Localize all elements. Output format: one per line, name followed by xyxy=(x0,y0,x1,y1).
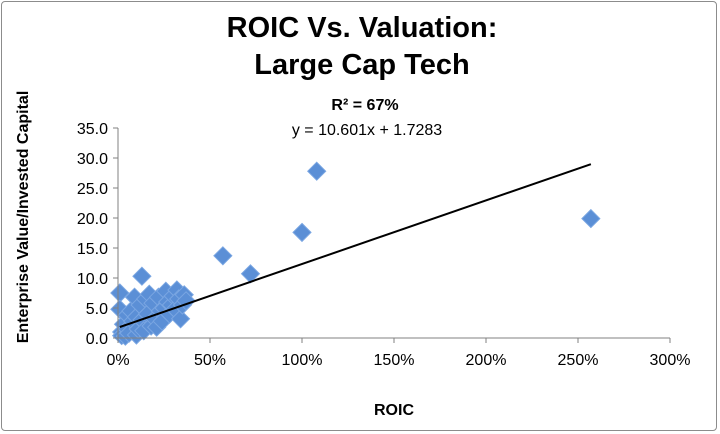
y-tick-label: 20.0 xyxy=(77,211,108,228)
axis-ticks: 0.0 5.0 10.0 15.0 20.0 25.0 30.0 35.0 0% 50% 100% 1… xyxy=(77,121,691,369)
y-tick-label: 25.0 xyxy=(77,181,108,198)
x-tick-label: 150% xyxy=(374,352,415,369)
chart-title-line-1: ROIC Vs. Valuation: xyxy=(227,12,498,44)
x-tick-label: 200% xyxy=(466,352,507,369)
y-tick-label: 30.0 xyxy=(77,151,108,168)
y-tick-label: 5.0 xyxy=(86,301,108,318)
chart-title-line-2: Large Cap Tech xyxy=(254,49,469,81)
trendline xyxy=(119,163,592,328)
data-point xyxy=(170,309,191,329)
y-tick-label: 0.0 xyxy=(86,331,108,348)
y-tick-label: 15.0 xyxy=(77,241,108,258)
trendline-equation: y = 10.601x + 1.7283 xyxy=(292,122,442,139)
y-tick-label: 35.0 xyxy=(77,121,108,138)
x-tick-label: 50% xyxy=(194,352,226,369)
x-axis-label: ROIC xyxy=(374,402,414,419)
data-point xyxy=(292,222,312,243)
x-tick-label: 100% xyxy=(282,352,323,369)
y-axis-label: Enterprise Value/Invested Capital xyxy=(15,91,32,344)
x-tick-label: 300% xyxy=(650,352,691,369)
trendline-layer xyxy=(119,163,592,328)
y-tick-label: 10.0 xyxy=(77,271,108,288)
data-point xyxy=(132,266,152,286)
data-point xyxy=(213,246,233,266)
data-points xyxy=(110,161,601,346)
data-point xyxy=(581,208,601,229)
x-tick-label: 0% xyxy=(106,352,129,369)
data-point xyxy=(110,283,130,303)
r-squared-label: R² = 67% xyxy=(331,97,398,114)
x-tick-label: 250% xyxy=(558,352,599,369)
data-point xyxy=(307,161,327,181)
